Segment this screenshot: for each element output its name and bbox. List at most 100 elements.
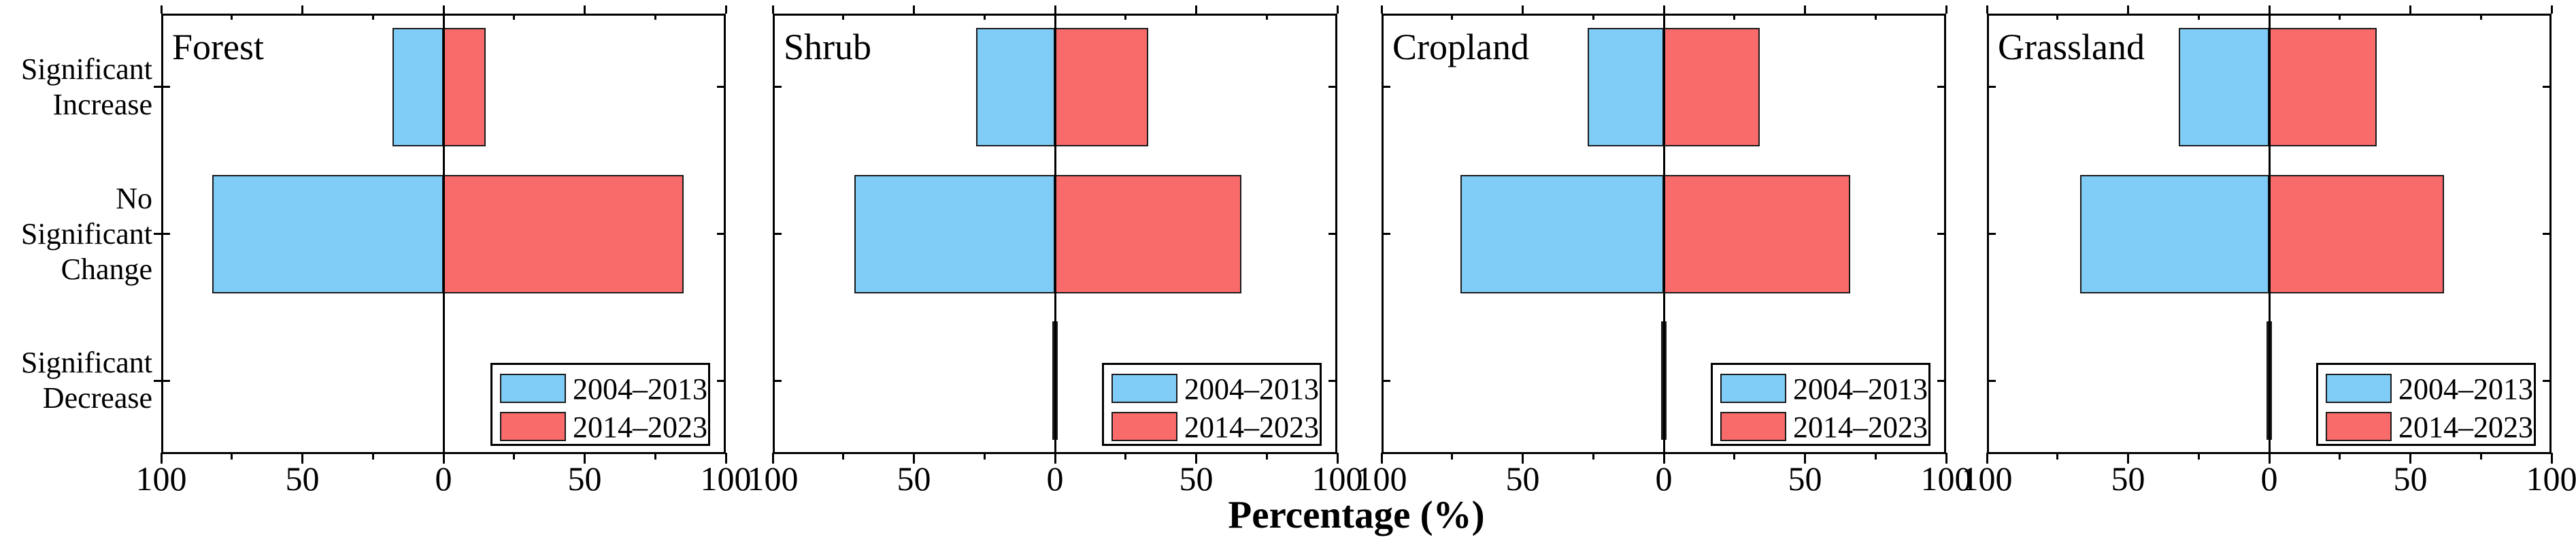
x-major-tick-top [442,5,445,14]
x-major-tick [1054,453,1056,464]
y-row-tick-left-in [163,233,170,235]
bar-right-row1 [2269,174,2445,293]
bar-left-row0 [392,27,444,146]
bar-right-row0 [1055,27,1148,146]
x-tick-label: 50 [2111,460,2145,498]
x-minor-tick [2339,453,2341,460]
x-minor-tick-top [1733,14,1736,20]
legend-swatch-2004-2013 [1111,374,1177,403]
zero-axis-line [442,14,445,454]
x-tick-label: 0 [1046,460,1064,498]
legend-swatch-2014-2023 [2326,412,2392,441]
x-minor-tick [231,453,233,460]
x-major-tick-top [2268,5,2271,14]
x-minor-tick-top [1874,14,1877,20]
legend-label: 2004–2013 [1793,372,1928,406]
legend-label: 2014–2023 [573,410,707,444]
legend-box: 2004–2013 2014–2023 [490,363,710,446]
bar-right-row0 [2269,27,2377,146]
panel-title: Shrub [784,27,872,67]
x-minor-tick [2197,453,2200,460]
y-row-tick-left-out [154,86,161,89]
y-row-tick-left-out [154,233,161,235]
x-minor-tick [983,453,986,460]
legend-label: 2004–2013 [573,372,707,406]
x-major-tick [584,453,586,464]
y-row-tick-left-in [775,379,782,382]
x-tick-label: 50 [567,460,602,498]
x-tick-label: 100 [700,460,752,498]
x-tick-label: 50 [1505,460,1540,498]
bar-right-row1 [444,174,684,293]
y-row-tick-right-in [1937,233,1944,235]
x-minor-tick-top [654,14,656,20]
y-row-tick-left-out [154,379,161,382]
bar-left-row1 [212,174,444,293]
x-major-tick-top [2127,5,2129,14]
y-row-tick-right-in [2543,233,2549,235]
x-major-tick [2409,453,2411,464]
y-row-tick-right-in [717,379,724,382]
x-major-tick [1662,453,1665,464]
legend-swatch-2014-2023 [500,412,566,441]
x-tick-label: 100 [1311,460,1363,498]
zero-axis-line [2268,14,2271,454]
x-tick-label: 0 [2260,460,2278,498]
x-minor-tick [842,453,845,460]
y-row-tick-right-in [717,86,724,89]
x-major-tick [913,453,915,464]
x-major-tick [1195,453,1197,464]
x-minor-tick [1451,453,1454,460]
x-major-tick-top [1195,5,1197,14]
x-tick-label: 50 [2393,460,2428,498]
y-row-tick-left-in [1989,233,1996,235]
legend-swatch-2014-2023 [1720,412,1786,441]
x-major-tick [1804,453,1806,464]
panel-title: Forest [172,27,264,67]
bar-left-row0 [975,27,1055,146]
x-major-tick-top [913,5,915,14]
x-major-tick [1945,453,1947,464]
x-major-tick-top [1945,5,1947,14]
x-minor-tick-top [1124,14,1127,20]
y-row-tick-left-in [775,233,782,235]
y-row-tick-right-in [1328,379,1335,382]
x-major-tick [724,453,727,464]
x-major-tick-top [1804,5,1806,14]
bar-right-row1 [1664,174,1850,293]
legend-swatch-2004-2013 [1720,374,1786,403]
x-tick-label: 50 [1788,460,1822,498]
x-minor-tick [1592,453,1594,460]
legend-box: 2004–2013 2014–2023 [2316,363,2536,446]
x-major-tick-top [1662,5,1665,14]
x-minor-tick-top [1265,14,1268,20]
x-minor-tick [2056,453,2059,460]
y-category-label: Significant Decrease [20,346,152,415]
bar-right-row1 [1055,174,1241,293]
x-major-tick [2268,453,2271,464]
y-row-tick-right-in [2543,379,2549,382]
x-tick-label: 50 [285,460,320,498]
x-minor-tick [513,453,516,460]
bar-left-row0 [1587,27,1664,146]
bar-left-row1 [854,174,1055,293]
x-minor-tick [1874,453,1877,460]
x-minor-tick [1124,453,1127,460]
legend-label: 2014–2023 [2398,410,2533,444]
x-minor-tick-top [513,14,516,20]
legend-swatch-2004-2013 [500,374,566,403]
x-major-tick [1380,453,1383,464]
x-minor-tick [654,453,656,460]
x-major-tick [1522,453,1524,464]
y-row-tick-left-in [163,86,170,89]
y-row-tick-right-in [1937,379,1944,382]
x-tick-label: 100 [1920,460,1972,498]
x-minor-tick-top [983,14,986,20]
x-major-tick [442,453,445,464]
y-row-tick-right-in [1328,86,1335,89]
legend-label: 2014–2023 [1184,410,1319,444]
y-row-tick-left-in [1384,233,1390,235]
y-row-tick-left-in [1989,379,1996,382]
bar-left-row0 [2179,27,2269,146]
